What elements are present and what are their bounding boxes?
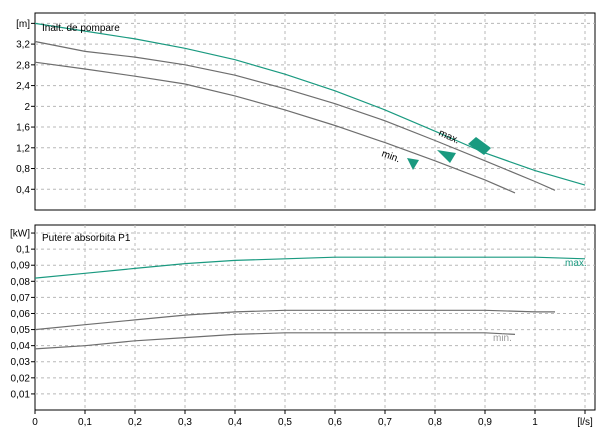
power-panel: 0,01 0,02 0,03 0,04 0,05 0,06 0,07 0,08 0,09 0,1 [… xyxy=(10,224,596,411)
power-curve-1 xyxy=(34,256,586,279)
power-y-tick-label: 0,06 xyxy=(11,309,31,320)
x-tick-label: 0,6 xyxy=(328,417,342,428)
head-y-tick-label: 2,4 xyxy=(16,81,30,92)
power-grid xyxy=(35,225,595,410)
x-tick-label: 0,3 xyxy=(178,417,192,428)
head-curve-2 xyxy=(34,40,556,191)
power-y-tick-label: 0,02 xyxy=(11,373,31,384)
power-max-label: max. xyxy=(565,258,587,269)
head-plot-frame xyxy=(34,12,596,211)
power-y-ticks: 0,01 0,02 0,03 0,04 0,05 0,06 0,07 0,08 0,09 0,1 [… xyxy=(10,229,35,400)
x-tick-label: 0,5 xyxy=(278,417,292,428)
power-curve-3 xyxy=(34,332,516,350)
head-y-ticks: 0,4 0,8 1,2 1,6 2 2,4 2,8 3,2 [m] xyxy=(16,19,35,196)
head-y-tick-label: 1,2 xyxy=(16,143,30,154)
x-tick-label: 0,7 xyxy=(378,417,392,428)
head-y-tick-label: 2,8 xyxy=(16,60,30,71)
max-speed-arrow-icon xyxy=(468,137,491,155)
power-curve-2 xyxy=(34,309,555,331)
head-curve-1 xyxy=(34,22,586,186)
power-y-tick-label: [kW] xyxy=(10,229,30,240)
head-y-tick-label: 2 xyxy=(24,102,30,113)
min-speed-arrow-icon xyxy=(407,158,419,170)
head-y-tick-label: 3,2 xyxy=(16,40,30,51)
x-tick-label: 0,1 xyxy=(78,417,92,428)
head-y-tick-label: 0,4 xyxy=(16,185,30,196)
x-tick-label: [l/s] xyxy=(577,417,593,428)
x-tick-label: 1 xyxy=(532,417,538,428)
power-chart-title: Putere absorbita P1 xyxy=(42,233,131,244)
mid-speed-arrow-icon xyxy=(437,150,456,163)
power-y-tick-label: 0,04 xyxy=(11,341,31,352)
power-y-tick-label: 0,05 xyxy=(11,325,31,336)
head-curve-3 xyxy=(34,61,516,194)
power-plot-frame xyxy=(34,224,596,411)
head-panel: 0,4 0,8 1,2 1,6 2 2,4 2,8 3,2 [m] Inalt. de pomp… xyxy=(16,12,596,211)
power-y-tick-label: 0,09 xyxy=(11,261,31,272)
power-y-tick-label: 0,08 xyxy=(11,277,31,288)
power-y-tick-label: 0,07 xyxy=(11,293,31,304)
power-min-label: min. xyxy=(493,333,512,344)
power-y-tick-label: 0,01 xyxy=(11,389,31,400)
head-chart-title: Inalt. de pompare xyxy=(42,23,120,34)
x-tick-label: 0 xyxy=(32,417,38,428)
x-tick-label: 0,2 xyxy=(128,417,142,428)
head-grid xyxy=(35,13,595,210)
power-y-tick-label: 0,1 xyxy=(16,245,30,256)
head-curves xyxy=(34,22,586,194)
head-y-tick-label: [m] xyxy=(16,19,30,30)
x-tick-label: 0,4 xyxy=(228,417,242,428)
x-tick-label: 0,8 xyxy=(428,417,442,428)
head-y-tick-label: 0,8 xyxy=(16,164,30,175)
head-y-tick-label: 1,6 xyxy=(16,123,30,134)
x-tick-label: 0,9 xyxy=(478,417,492,428)
power-y-tick-label: 0,03 xyxy=(11,357,31,368)
power-curves xyxy=(34,256,586,350)
x-axis-ticks: 0 0,1 0,2 0,3 0,4 0,5 0,6 0,7 0,8 0,9 1 [l/s] xyxy=(32,410,593,428)
